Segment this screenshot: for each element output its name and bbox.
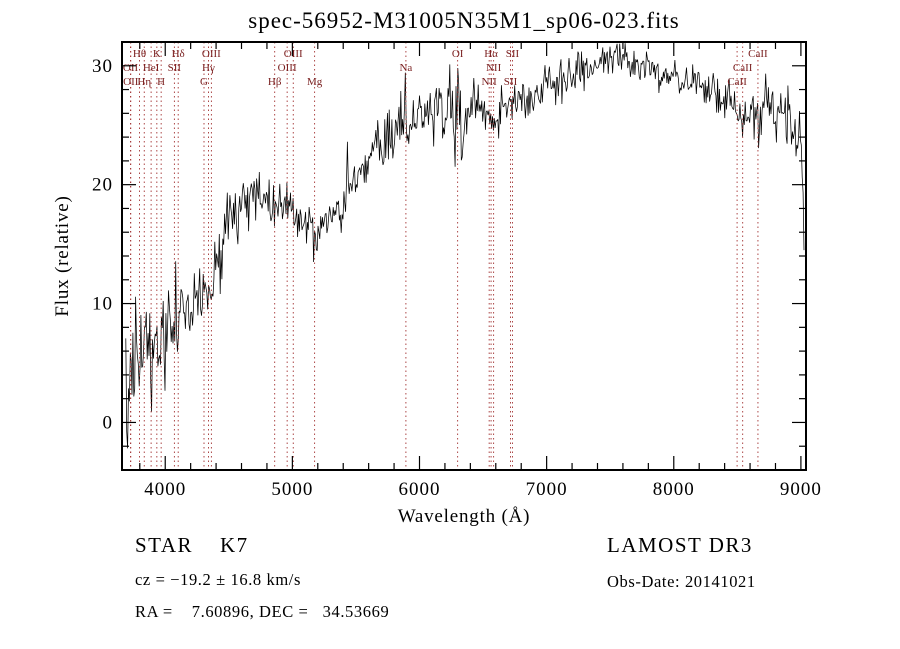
x-tick-label: 8000 — [653, 479, 695, 500]
spectral-line-label: OIII — [202, 48, 221, 60]
y-tick-label: 10 — [92, 294, 113, 315]
spectral-line-label: HeI — [143, 62, 160, 74]
spectral-line-label: SII — [168, 62, 182, 74]
x-tick-label: 6000 — [399, 479, 441, 500]
survey-release-label: LAMOST DR3 — [607, 533, 753, 557]
ra-dec-value: RA = 7.60896, DEC = 34.53669 — [135, 602, 390, 621]
spectral-line-label: G — [200, 76, 208, 88]
spectral-line-label: Hη — [137, 76, 151, 88]
y-tick-label: 20 — [92, 175, 113, 196]
spectral-line-label: OI — [452, 48, 464, 60]
spectral-line-label: Hδ — [172, 48, 185, 60]
spectral-line-label: NII — [482, 76, 498, 88]
spectral-line-label: CaII — [727, 76, 747, 88]
spectral-line-label: CaII — [733, 62, 753, 74]
spectral-line-label: Hγ — [202, 62, 215, 74]
x-axis-label: Wavelength (Å) — [398, 506, 531, 527]
y-tick-label: 30 — [92, 56, 113, 77]
y-tick-label: 0 — [103, 412, 114, 433]
spectral-line-label: OIII — [278, 62, 297, 74]
spectral-line-label: CaII — [748, 48, 768, 60]
spectral-line-label: SII — [506, 48, 520, 60]
object-class-label: STAR K7 — [135, 533, 249, 557]
spectral-line-label: OII — [123, 62, 139, 74]
spectral-line-label: Hθ — [133, 48, 146, 60]
spectral-line-label: OII — [123, 76, 139, 88]
spectral-line-label: K — [153, 48, 161, 60]
cz-value: cz = −19.2 ± 16.8 km/s — [135, 570, 301, 589]
y-axis-label: Flux (relative) — [52, 195, 73, 316]
spectral-line-label: Mg — [307, 76, 323, 88]
spectral-line-label: Hα — [484, 48, 498, 60]
spectral-line-markers: Hθ K Hδ OIII OIII OI Hα SII CaII OII HeI SII Hγ OIII N… — [123, 42, 768, 470]
spectral-line-label: Na — [399, 62, 412, 74]
plot-frame — [121, 41, 807, 471]
page-title: spec-56952-M31005N35M1_sp06-023.fits — [248, 8, 680, 33]
obs-date: Obs-Date: 20141021 — [607, 572, 756, 591]
x-tick-label: 9000 — [780, 479, 822, 500]
spectral-line-label: NII — [486, 62, 502, 74]
x-tick-label: 7000 — [526, 479, 568, 500]
spectral-line-label: SII — [504, 76, 518, 88]
spectral-line-label: H — [157, 76, 165, 88]
x-tick-label: 5000 — [271, 479, 313, 500]
spectrum-trace — [125, 43, 805, 449]
x-tick-label: 4000 — [144, 479, 186, 500]
spectral-line-label: OIII — [284, 48, 303, 60]
spectral-line-label: Hβ — [268, 76, 282, 88]
axes: 4000 5000 6000 7000 8000 9000 0 10 20 30 — [92, 41, 822, 500]
